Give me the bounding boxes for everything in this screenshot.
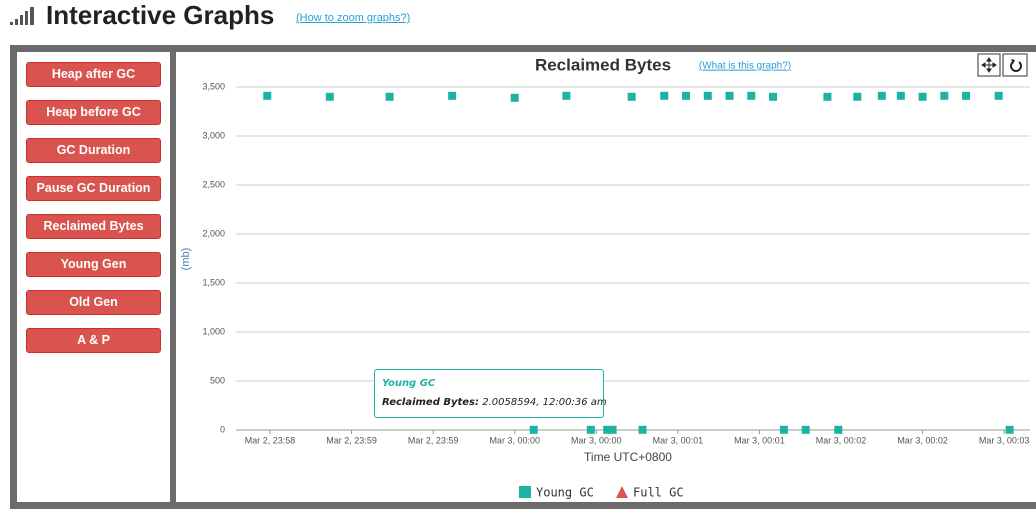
point — [779, 425, 788, 434]
point — [918, 92, 927, 101]
menu-button[interactable]: Old Gen — [26, 290, 161, 315]
x-tick-label: Mar 2, 23:59 — [326, 435, 377, 445]
point — [703, 91, 712, 100]
y-tick-label: 2,500 — [202, 179, 225, 189]
point — [877, 91, 886, 100]
tooltip: Young GC Reclaimed Bytes: 2.0058594, 12:… — [374, 369, 607, 418]
point — [608, 425, 617, 434]
x-tick-label: Mar 3, 00:02 — [816, 435, 867, 445]
x-tick-label: Mar 2, 23:58 — [245, 435, 296, 445]
point — [747, 91, 756, 100]
legend-marker — [616, 486, 628, 498]
menu-button[interactable]: GC Duration — [26, 138, 161, 163]
legend-marker — [519, 486, 531, 498]
menu-button[interactable]: A & P — [26, 328, 161, 353]
y-tick-label: 500 — [210, 375, 225, 385]
point — [769, 92, 778, 101]
point — [940, 91, 949, 100]
x-tick-label: Mar 2, 23:59 — [408, 435, 459, 445]
point — [725, 91, 734, 100]
point — [834, 425, 843, 434]
point — [801, 425, 810, 434]
y-tick-label: 1,500 — [202, 277, 225, 287]
pan-button[interactable] — [977, 53, 1001, 77]
reset-button[interactable] — [1002, 53, 1028, 77]
point — [448, 91, 457, 100]
x-tick-label: Mar 3, 00:01 — [734, 435, 785, 445]
point — [586, 425, 595, 434]
point — [638, 425, 647, 434]
y-tick-label: 2,000 — [202, 228, 225, 238]
point — [510, 93, 519, 102]
page-title: Interactive Graphs — [46, 0, 275, 30]
point — [896, 91, 905, 100]
menu-button[interactable]: Reclaimed Bytes — [26, 214, 161, 239]
menu-button[interactable]: Pause GC Duration — [26, 176, 161, 201]
menu-button[interactable]: Heap after GC — [26, 62, 161, 87]
point — [660, 91, 669, 100]
x-tick-label: Mar 3, 00:00 — [571, 435, 622, 445]
chart-help-link[interactable]: (What is this graph?) — [699, 61, 791, 72]
point — [853, 92, 862, 101]
point — [1005, 425, 1014, 434]
x-tick-label: Mar 3, 00:01 — [653, 435, 704, 445]
point — [263, 91, 272, 100]
y-tick-label: 3,000 — [202, 130, 225, 140]
point — [529, 425, 538, 434]
tooltip-label: Reclaimed Bytes: — [382, 397, 480, 408]
point — [823, 92, 832, 101]
point — [325, 92, 334, 101]
legend-label: Full GC — [633, 486, 684, 500]
point — [562, 91, 571, 100]
menu-button[interactable]: Young Gen — [26, 252, 161, 277]
menu-panel — [17, 52, 170, 502]
y-tick-label: 3,500 — [202, 81, 225, 91]
chart-title: Reclaimed Bytes — [535, 55, 671, 74]
point — [682, 91, 691, 100]
x-axis-label: Time UTC+0800 — [584, 450, 672, 464]
y-axis-label: (mb) — [180, 248, 192, 271]
y-tick-label: 0 — [220, 424, 225, 434]
x-tick-label: Mar 3, 00:03 — [979, 435, 1030, 445]
tooltip-title: Young GC — [382, 378, 436, 389]
x-tick-label: Mar 3, 00:00 — [489, 435, 540, 445]
menu-button[interactable]: Heap before GC — [26, 100, 161, 125]
point — [962, 91, 971, 100]
point — [627, 92, 636, 101]
help-link[interactable]: (How to zoom graphs?) — [296, 12, 411, 24]
point — [603, 425, 612, 434]
legend-label: Young GC — [536, 486, 594, 500]
signal-icon — [10, 7, 34, 25]
point — [385, 92, 394, 101]
x-tick-label: Mar 3, 00:02 — [897, 435, 948, 445]
y-tick-label: 1,000 — [202, 326, 225, 336]
tooltip-text: 2.0058594, 12:00:36 am — [482, 397, 607, 408]
point — [994, 91, 1003, 100]
